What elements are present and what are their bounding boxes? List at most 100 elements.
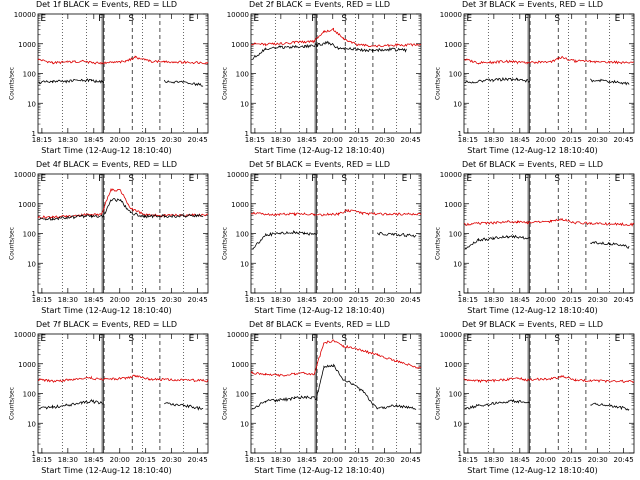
y-tick-label: 1 [32,130,36,138]
marker-letter: E [40,14,46,24]
plot-frame [37,173,209,294]
x-axis-label: Start Time (12-Aug-12 18:10:40) [467,306,598,315]
y-tick-label: 100 [23,231,36,239]
plot-frame [250,333,422,454]
y-tick-label: 1000 [231,361,249,369]
y-tick-label: 1000 [444,41,462,49]
plot-frame [463,173,635,294]
marker-letter: E [402,334,408,344]
marker-letter: E [615,14,621,24]
marker-letter: S [128,334,134,344]
x-tick-label: 20:45 [188,296,208,304]
y-tick-label: 1 [245,130,249,138]
x-tick-label: 20:00 [110,456,130,464]
x-tick-label: 18:45 [510,456,530,464]
y-tick-label: 1 [245,290,249,298]
y-tick-label: 100 [236,391,249,399]
marker-letter: F [311,14,316,24]
panel-title: Det 4f BLACK = Events, RED = LLD [35,160,178,169]
x-tick-label: 18:15 [245,136,265,144]
lld-series-line [250,27,421,48]
marker-letter: E [466,334,472,344]
y-tick-label: 10 [240,420,249,428]
y-tick-label: 10000 [227,11,249,19]
panel-title: Det 1f BLACK = Events, RED = LLD [35,0,178,9]
x-tick-label: 18:30 [484,296,504,304]
detector-panel: Det 2f BLACK = Events, RED = LLD Start Ti… [213,0,426,160]
x-tick-label: 20:00 [323,456,343,464]
plot-svg: E F S E 1 10 100 1000 10000 18:15 18:30 18:45 20:00 2… [14,331,209,464]
x-tick-label: 18:30 [484,136,504,144]
y-tick-label: 10000 [440,11,462,19]
x-tick-label: 18:15 [458,296,478,304]
marker-letter: S [341,14,347,24]
x-tick-label: 20:00 [110,136,130,144]
lld-series-line [250,339,422,378]
x-tick-label: 20:00 [536,296,556,304]
plot-frame [463,13,635,134]
x-axis-label: Start Time (12-Aug-12 18:10:40) [41,146,172,155]
y-tick-label: 10 [240,100,249,108]
plot-svg: E F S E 1 10 100 1000 10000 18:15 18:30 18:45 20:00 2… [14,171,209,304]
x-axis-label: Start Time (12-Aug-12 18:10:40) [41,306,172,315]
lld-series-line [250,209,422,217]
detector-panel: Det 9f BLACK = Events, RED = LLD Start Ti… [426,320,639,480]
detector-panel: Det 4f BLACK = Events, RED = LLD Start Ti… [0,160,213,320]
x-axis-label: Start Time (12-Aug-12 18:10:40) [467,466,598,475]
plot-svg: E F S E 1 10 100 1000 10000 18:15 18:30 18:45 20:00 2… [440,171,635,304]
x-tick-label: 20:45 [401,296,421,304]
y-tick-label: 1 [32,450,36,458]
events-series-line [251,40,407,60]
panel-title: Det 6f BLACK = Events, RED = LLD [461,160,604,169]
x-tick-label: 18:45 [297,136,317,144]
x-tick-label: 20:15 [349,456,369,464]
detector-panel: Det 3f BLACK = Events, RED = LLD Start Ti… [426,0,639,160]
x-tick-label: 20:30 [588,136,608,144]
events-series-line [38,78,204,87]
marker-letter: F [98,174,103,184]
detector-panel: Det 7f BLACK = Events, RED = LLD Start Ti… [0,320,213,480]
marker-letter: E [615,174,621,184]
y-tick-label: 10 [240,260,249,268]
detector-panel: Det 6f BLACK = Events, RED = LLD Start Ti… [426,160,639,320]
x-tick-label: 18:30 [271,136,291,144]
marker-letter: F [311,174,316,184]
x-tick-label: 18:30 [271,456,291,464]
marker-letter: F [98,14,103,24]
x-tick-label: 20:15 [136,456,156,464]
marker-letter: E [253,334,259,344]
x-tick-label: 20:45 [401,136,421,144]
x-tick-label: 18:15 [245,296,265,304]
marker-letter: F [98,334,103,344]
x-tick-label: 18:30 [58,456,78,464]
panel-title: Det 7f BLACK = Events, RED = LLD [35,320,178,329]
lld-series-line [37,55,209,65]
x-tick-label: 18:15 [245,456,265,464]
marker-letter: E [40,174,46,184]
y-tick-label: 100 [23,391,36,399]
lld-series-line [463,374,635,384]
marker-letter: E [189,334,195,344]
x-tick-label: 20:30 [375,296,395,304]
x-tick-label: 18:15 [458,136,478,144]
x-tick-label: 18:30 [58,296,78,304]
x-tick-label: 20:30 [588,296,608,304]
y-tick-label: 10000 [227,171,249,179]
y-tick-label: 100 [236,231,249,239]
lld-series-line [37,374,209,383]
y-tick-label: 1000 [231,41,249,49]
detector-panel: Det 8f BLACK = Events, RED = LLD Start Ti… [213,320,426,480]
x-tick-label: 20:15 [562,456,582,464]
y-tick-label: 1 [458,450,462,458]
y-tick-label: 10 [27,260,36,268]
y-tick-label: 10 [27,420,36,428]
y-tick-label: 10 [453,100,462,108]
panel-title: Det 2f BLACK = Events, RED = LLD [248,0,391,9]
x-tick-label: 18:45 [510,136,530,144]
events-series-line [251,363,417,410]
x-tick-label: 18:30 [58,136,78,144]
events-series-line [38,197,204,221]
y-tick-label: 10000 [14,11,36,19]
x-tick-label: 20:30 [162,136,182,144]
